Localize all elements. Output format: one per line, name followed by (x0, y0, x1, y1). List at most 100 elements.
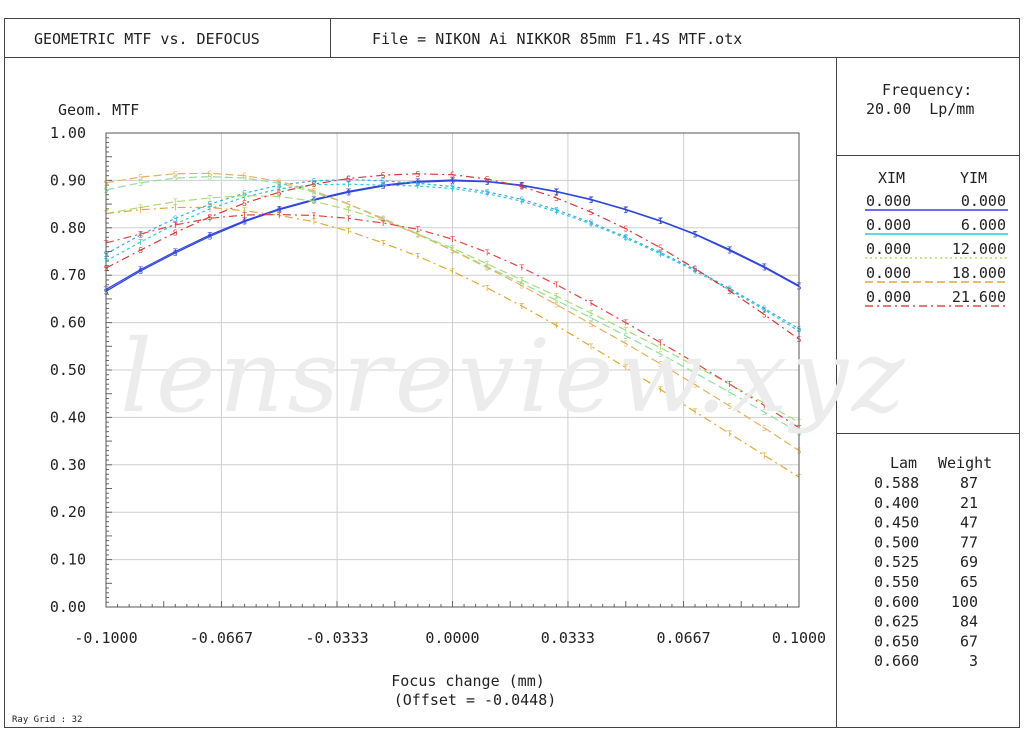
mtf-data-point: S (762, 304, 767, 313)
wavelength-value: 0.625 (874, 613, 919, 631)
mtf-data-point: S (727, 287, 732, 296)
y-tick-label: 1.00 (50, 124, 86, 142)
legend-header-yim: YIM (960, 169, 987, 187)
mtf-data-point: T (658, 339, 663, 348)
wavelength-weight: 3 (969, 652, 978, 670)
wavelength-weight: 47 (960, 514, 978, 532)
mtf-data-point: T (173, 198, 178, 207)
mtf-data-point: T (277, 185, 282, 194)
mtf-series-line (105, 180, 800, 292)
mtf-data-point: T (519, 264, 524, 273)
wavelength-table: 0.588 87 0.400 21 0.450 47 0.500 77 0.525 69 0.550… (874, 474, 978, 670)
mtf-data-point: S (242, 174, 247, 183)
mtf-data-point: S (589, 208, 594, 217)
mtf-data-point: S (415, 230, 420, 239)
wavelength-value: 0.550 (874, 573, 919, 591)
mtf-data-point: T (762, 306, 767, 315)
wavelength-value: 0.500 (874, 533, 919, 551)
mtf-data-point: S (242, 218, 247, 227)
mtf-data-point: S (519, 282, 524, 291)
mtf-data-point: T (485, 284, 490, 293)
mtf-data-point: T (658, 344, 663, 353)
mtf-data-point: S (658, 244, 663, 253)
mtf-data-point: S (554, 296, 559, 305)
mtf-data-point: T (589, 309, 594, 318)
mtf-data-point: S (381, 171, 386, 180)
mtf-data-point: T (173, 221, 178, 230)
mtf-data-point: S (623, 332, 628, 341)
wavelength-weight: 77 (960, 533, 978, 551)
mtf-data-point: S (693, 230, 698, 239)
mtf-data-point: T (485, 260, 490, 269)
mtf-data-point: T (693, 267, 698, 276)
mtf-data-point: T (173, 248, 178, 257)
wavelength-value: 0.600 (874, 593, 919, 611)
mtf-data-point: T (173, 203, 178, 212)
mtf-data-point: S (208, 173, 213, 182)
mtf-data-point: T (208, 214, 213, 223)
mtf-data-point: S (762, 408, 767, 417)
mtf-data-point: S (589, 219, 594, 228)
chart-type-title: GEOMETRIC MTF vs. DEFOCUS (34, 30, 260, 48)
wavelength-value: 0.588 (874, 474, 919, 492)
mtf-data-point: T (693, 362, 698, 371)
mtf-data-point: S (623, 233, 628, 242)
mtf-data-point: S (277, 206, 282, 215)
legend-yim: 0.000 (961, 192, 1006, 210)
legend-yim: 6.000 (961, 216, 1006, 234)
mtf-data-point: S (693, 381, 698, 390)
mtf-data-point: T (589, 220, 594, 229)
wavelength-value: 0.650 (874, 632, 919, 650)
mtf-data-point: T (381, 219, 386, 228)
mtf-data-point: T (381, 181, 386, 190)
mtf-data-point: T (311, 218, 316, 227)
mtf-data-point: T (138, 230, 143, 239)
wavelength-weight: 65 (960, 573, 978, 591)
mtf-data-point: T (554, 208, 559, 217)
mtf-data-point: T (727, 380, 732, 389)
mtf-data-point: S (589, 196, 594, 205)
mtf-data-point: T (554, 321, 559, 330)
mtf-data-point: T (208, 205, 213, 214)
mtf-data-point: T (208, 194, 213, 203)
mtf-data-point: S (208, 232, 213, 241)
wavelength-value: 0.450 (874, 514, 919, 532)
legend-xim: 0.000 (866, 264, 911, 282)
wavelength-value: 0.660 (874, 652, 919, 670)
x-tick-label: 0.1000 (772, 629, 826, 647)
mtf-data-point: S (450, 177, 455, 186)
mtf-series-line (105, 206, 800, 478)
mtf-data-point: T (346, 180, 351, 189)
y-tick-label: 0.60 (50, 314, 86, 332)
wavelength-weight: 87 (960, 474, 978, 492)
mtf-data-point: S (450, 171, 455, 180)
x-tick-label: -0.0333 (306, 629, 369, 647)
wavelength-header-weight: Weight (938, 454, 992, 472)
mtf-data-point: S (138, 231, 143, 240)
mtf-data-point: S (485, 178, 490, 187)
mtf-data-point: S (762, 424, 767, 433)
mtf-data-point: T (519, 197, 524, 206)
mtf-data-point: S (138, 173, 143, 182)
mtf-data-point: S (693, 266, 698, 275)
mtf-data-point: T (242, 192, 247, 201)
legend-header-xim: XIM (878, 169, 905, 187)
mtf-data-point: T (208, 231, 213, 240)
mtf-data-point: T (138, 206, 143, 215)
y-tick-label: 0.70 (50, 266, 86, 284)
y-tick-label: 0.40 (50, 408, 86, 426)
mtf-data-point: T (277, 211, 282, 220)
mtf-data-point: T (381, 217, 386, 226)
x-axis-label: Focus change (mm) (391, 672, 545, 690)
mtf-data-point: S (762, 264, 767, 273)
field-legend: 0.000 0.000 0.000 6.000 0.000 12.000 0.000 18.0… (865, 192, 1008, 307)
mtf-data-point: S (554, 301, 559, 310)
mtf-data-point: S (242, 199, 247, 208)
mtf-data-point: S (173, 174, 178, 183)
mtf-data-point: T (623, 319, 628, 328)
mtf-data-point: S (658, 217, 663, 226)
mtf-data-point: S (381, 182, 386, 191)
mtf-data-point: S (485, 188, 490, 197)
frequency-value: 20.00 Lp/mm (866, 100, 974, 118)
